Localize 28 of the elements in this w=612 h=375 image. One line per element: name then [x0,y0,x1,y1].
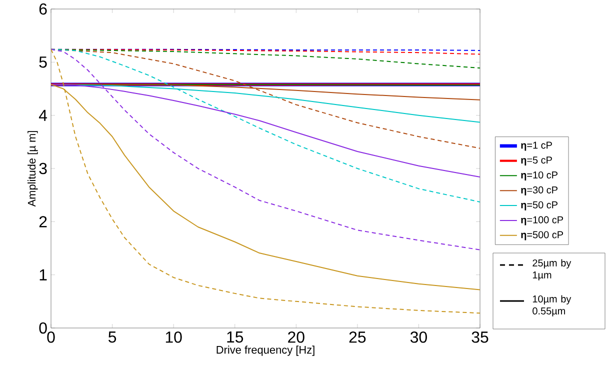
y-tick-label: 6 [39,3,47,15]
legend-label: η=50 cP [521,201,558,210]
x-tick-label: 35 [472,332,488,343]
line-series [51,48,480,250]
y-tick-label: 0 [39,322,47,334]
text: 25µm by 1µm [532,259,572,280]
x-tick-label: 0 [47,332,55,343]
x-tick-label: 10 [166,332,182,343]
y-tick-label: 5 [39,56,47,68]
legend-label: η=10 cP [521,171,558,180]
y-tick-label: 3 [39,162,47,174]
y-tick-label: 1 [40,269,47,280]
legend-label: η=1 cP [521,142,552,151]
x-tick-label: 20 [288,332,304,343]
y-tick-label: 2 [39,216,47,228]
legend-label: η=100 cP [521,216,563,226]
legend-label: η=5 cP [521,156,552,166]
text: 10µm by 0.55µm [532,295,572,316]
x-tick-label: 30 [410,332,427,343]
line-series [51,48,480,202]
y-tick-label: 4 [38,110,48,121]
legend-label: η=30 cP [521,186,558,196]
x-axis-title: Drive frequency [Hz] [216,346,314,356]
x-tick-label: 15 [227,332,244,343]
legend-label: η=500 cP [521,231,563,240]
x-tick-label: 5 [108,332,116,343]
y-axis-title: Amplitude [µ m] [28,131,38,207]
x-tick-label: 25 [349,332,366,343]
